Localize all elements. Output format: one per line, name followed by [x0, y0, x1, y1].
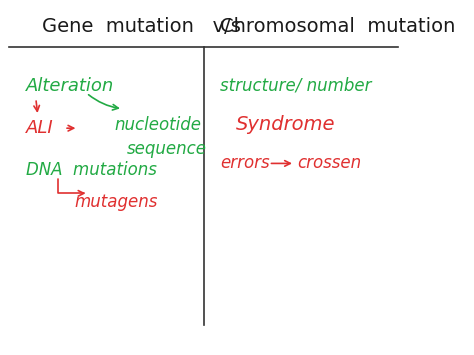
- Text: Syndrome: Syndrome: [236, 115, 336, 134]
- Text: errors: errors: [220, 154, 270, 173]
- Text: Alteration: Alteration: [26, 77, 114, 95]
- Text: Gene  mutation   v/s: Gene mutation v/s: [42, 17, 241, 36]
- Text: Chromosomal  mutation: Chromosomal mutation: [220, 17, 456, 36]
- Text: sequence: sequence: [127, 140, 207, 158]
- Text: mutagens: mutagens: [74, 193, 158, 211]
- Text: ALI: ALI: [26, 119, 53, 137]
- Text: DNA  mutations: DNA mutations: [26, 162, 156, 180]
- Text: crossen: crossen: [297, 154, 361, 173]
- Text: nucleotide: nucleotide: [115, 116, 202, 134]
- Text: structure/ number: structure/ number: [220, 77, 372, 95]
